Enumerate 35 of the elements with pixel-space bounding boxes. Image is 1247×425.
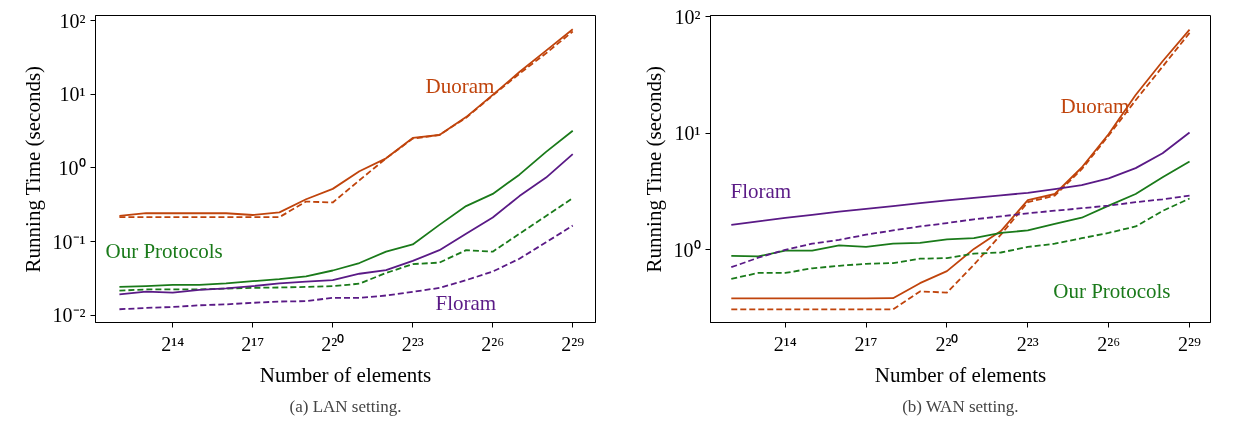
series-label: Floram [730, 178, 792, 203]
x-tick-label: 2¹⁷ [854, 332, 878, 355]
y-tick-label: 10⁻² [52, 304, 86, 327]
line-series [730, 160, 1191, 258]
x-tick-label: 2²³ [401, 332, 424, 355]
x-tick-label: 2²⁶ [481, 332, 505, 355]
line-series [730, 197, 1191, 280]
y-tick-label: 10¹ [674, 122, 701, 145]
series-label: Our Protocols [105, 238, 223, 263]
series-label: Duoram [425, 73, 495, 98]
x-tick-label: 2²⁰ [321, 332, 345, 355]
x-tick-label: 2²⁹ [561, 332, 585, 355]
x-tick-label: 2²⁹ [1178, 332, 1202, 355]
x-tick-label: 2²⁰ [935, 332, 959, 355]
series-label: Duoram [1060, 93, 1130, 118]
series-label: Floram [435, 290, 497, 315]
y-tick-label: 10⁰ [58, 156, 86, 179]
y-tick-label: 10¹ [59, 83, 86, 106]
y-axis-title: Running Time (seconds) [20, 65, 45, 273]
x-tick-label: 2¹⁴ [773, 332, 797, 355]
x-axis-title: Number of elements [874, 362, 1047, 387]
y-axis-title: Running Time (seconds) [641, 65, 666, 273]
y-tick-label: 10⁻¹ [52, 230, 86, 253]
y-tick-label: 10² [674, 5, 701, 28]
y-tick-label: 10² [59, 9, 86, 32]
line-series [730, 131, 1191, 226]
x-tick-label: 2²³ [1016, 332, 1039, 355]
x-tick-label: 2¹⁷ [241, 332, 265, 355]
x-tick-label: 2¹⁴ [161, 332, 185, 355]
x-tick-label: 2²⁶ [1097, 332, 1121, 355]
x-axis-title: Number of elements [259, 362, 432, 387]
text: (a) LAN setting. [289, 396, 402, 416]
y-tick-label: 10⁰ [673, 238, 701, 261]
text: Our Protocols [1053, 278, 1171, 303]
text: (b) WAN setting. [902, 396, 1019, 416]
